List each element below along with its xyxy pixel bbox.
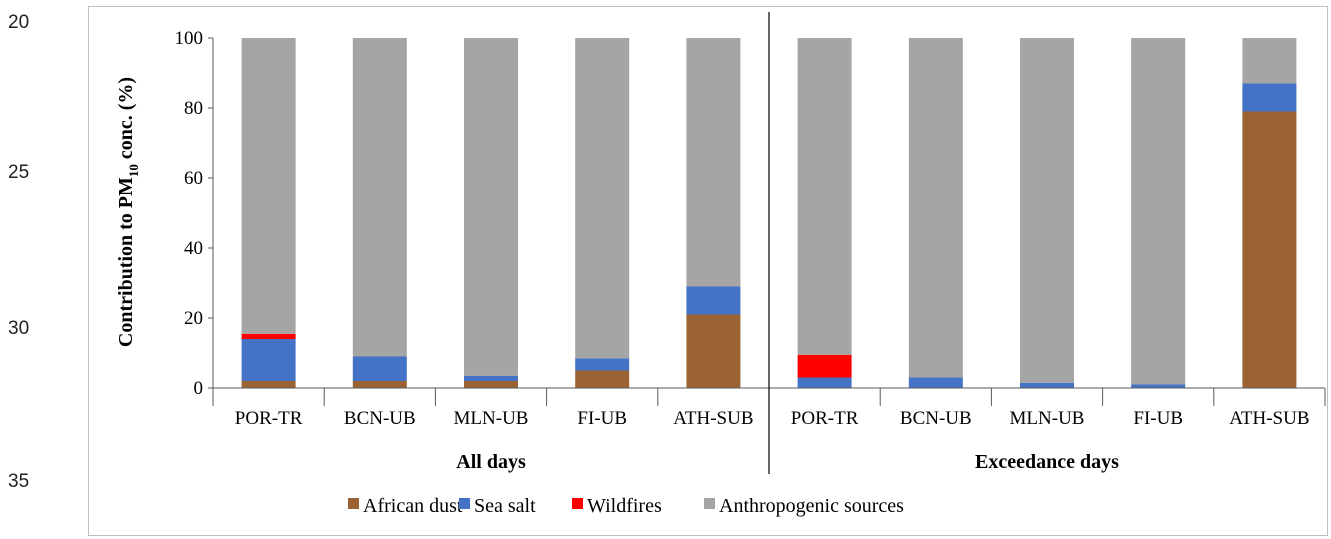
legend-swatch [348,498,359,509]
x-tick-label: ATH-SUB [1229,408,1309,429]
bar-segment [1131,384,1186,388]
y-tick-label: 20 [184,308,203,329]
line-number-35: 35 [8,471,30,492]
bar-segment [1020,382,1074,388]
x-tick-label: FI-UB [1133,408,1183,429]
bar-segment [352,356,407,381]
bar-segment [1131,38,1186,385]
bar-segment [352,38,407,357]
legend-swatch [459,498,470,509]
bar-segment [241,381,296,388]
x-tick-label: FI-UB [577,408,627,429]
group-label: Exceedance days [975,451,1119,473]
bar-segment [575,38,630,359]
y-tick-label: 60 [184,168,203,189]
legend-swatch [704,498,715,509]
x-tick-label: POR-TR [235,408,303,429]
x-tick-label: POR-TR [791,408,859,429]
y-tick-label: 0 [194,378,204,399]
bar-segment [797,38,852,355]
bar-segment [352,381,407,388]
y-axis-title-tail: conc. (%) [115,77,137,164]
x-tick-label: MLN-UB [1010,408,1085,429]
bar-segment [464,375,518,381]
bar-segment [686,286,741,315]
bar-segment [797,354,852,378]
x-tick-label: MLN-UB [454,408,529,429]
y-tick-label: 100 [175,28,204,49]
legend-label: Sea salt [474,495,536,517]
x-tick-label: ATH-SUB [673,408,753,429]
bar-segment [908,377,963,388]
line-number-20: 20 [8,12,30,33]
bar-segment [575,370,630,388]
bar-segment [686,314,741,388]
bar-segment [464,381,518,388]
line-number-30: 30 [8,318,30,339]
y-axis-title-main: Contribution to PM [115,177,137,347]
group-label: All days [456,451,526,473]
y-axis-title-subscript: 10 [126,164,141,177]
x-tick-label: BCN-UB [900,408,972,429]
y-axis-title: Contribution to PM10 conc. (%) [115,77,141,347]
bar-segment [575,358,630,371]
bar-segment [908,38,963,378]
bar-segment [241,38,296,334]
chart-frame [88,6,1328,536]
bar-segment [797,377,852,388]
line-number-25: 25 [8,162,30,183]
bar-segment [241,333,296,339]
legend-label: Wildfires [587,495,662,517]
x-tick-label: BCN-UB [344,408,416,429]
bar-segment [686,38,741,287]
bar-segment [1242,38,1297,84]
y-tick-label: 80 [184,98,203,119]
bar-segment [1242,83,1297,112]
y-tick-label: 40 [184,238,203,259]
legend-label: Anthropogenic sources [719,495,904,517]
bar-segment [464,38,518,376]
legend-swatch [572,498,583,509]
bar-segment [241,339,296,381]
bar-segment [1242,111,1297,388]
bar-segment [1020,38,1074,383]
legend-label: African dust [363,495,463,517]
